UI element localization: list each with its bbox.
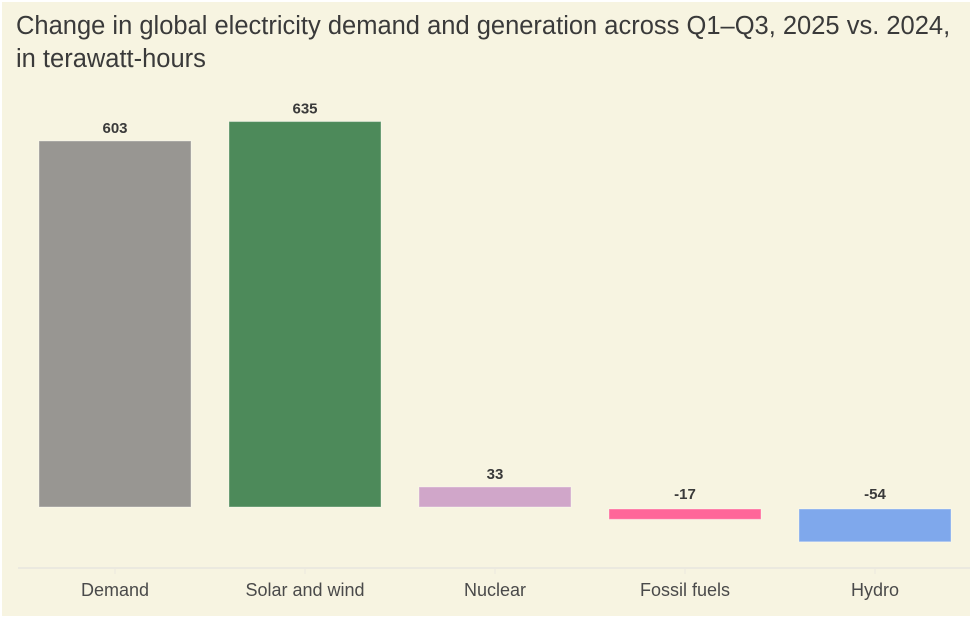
data-label: 635 (292, 101, 317, 118)
x-tick-label: Fossil fuels (640, 580, 730, 600)
bar-nuclear (418, 486, 572, 508)
data-label: -54 (864, 486, 886, 503)
chart-title: Change in global electricity demand and … (16, 12, 951, 73)
data-label: 603 (102, 120, 127, 137)
data-label: -17 (674, 486, 696, 503)
bar-hydro (798, 508, 952, 543)
x-tick-label: Hydro (851, 580, 899, 600)
x-tick-label: Solar and wind (245, 580, 364, 600)
bar-fossil-fuels (608, 508, 762, 520)
x-tick-label: Nuclear (464, 580, 526, 600)
bar-demand (38, 140, 192, 508)
bar-solar-and-wind (228, 121, 382, 508)
data-label: 33 (487, 466, 504, 483)
x-tick-label: Demand (81, 580, 149, 600)
